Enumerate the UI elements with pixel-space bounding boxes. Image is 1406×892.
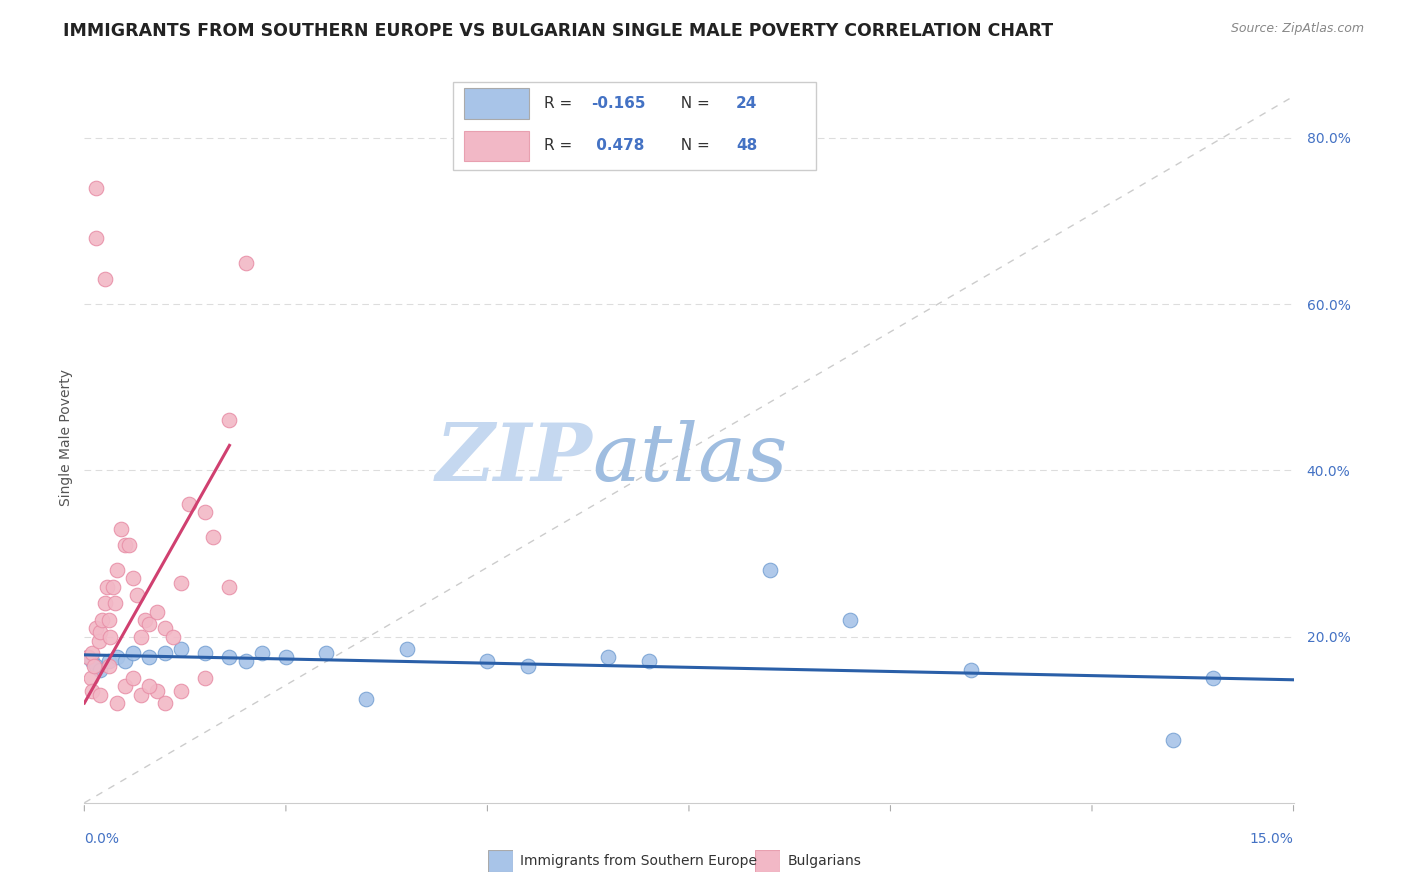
Point <box>89 663 111 677</box>
Point <box>93 272 115 286</box>
Text: Source: ZipAtlas.com: Source: ZipAtlas.com <box>1230 22 1364 36</box>
Point <box>395 642 418 657</box>
Point <box>83 658 105 673</box>
Text: ZIP: ZIP <box>436 420 592 498</box>
Point <box>146 683 169 698</box>
Point <box>138 680 160 694</box>
Point <box>91 613 114 627</box>
Point <box>129 630 152 644</box>
Point <box>97 658 120 673</box>
Point <box>82 683 104 698</box>
Point <box>218 650 240 665</box>
Point <box>97 613 120 627</box>
Point <box>82 646 104 660</box>
Point <box>1202 671 1225 685</box>
Point <box>194 671 217 685</box>
Point <box>202 530 225 544</box>
Point <box>121 571 143 585</box>
Point <box>82 655 104 669</box>
Point <box>194 505 217 519</box>
Point <box>98 630 121 644</box>
Point <box>194 646 217 660</box>
Point <box>170 642 193 657</box>
Point <box>89 688 111 702</box>
Point <box>758 563 780 577</box>
Point <box>105 696 128 710</box>
Point <box>134 613 156 627</box>
Point <box>129 688 152 702</box>
Point <box>356 692 378 706</box>
Point <box>114 538 136 552</box>
Point <box>598 650 620 665</box>
Point <box>105 650 128 665</box>
Point <box>138 617 160 632</box>
Point <box>218 413 240 427</box>
Text: 15.0%: 15.0% <box>1250 832 1294 846</box>
Point <box>153 696 176 710</box>
Point <box>80 671 103 685</box>
Point <box>121 671 143 685</box>
Text: Immigrants from Southern Europe: Immigrants from Southern Europe <box>520 854 758 868</box>
Point <box>1161 733 1184 747</box>
Point <box>86 658 108 673</box>
Text: IMMIGRANTS FROM SOUTHERN EUROPE VS BULGARIAN SINGLE MALE POVERTY CORRELATION CHA: IMMIGRANTS FROM SOUTHERN EUROPE VS BULGA… <box>63 22 1053 40</box>
Point <box>118 538 141 552</box>
Point <box>110 521 132 535</box>
Point <box>235 255 257 269</box>
Point <box>153 646 176 660</box>
FancyBboxPatch shape <box>755 849 780 872</box>
Point <box>101 580 124 594</box>
Point <box>93 596 115 610</box>
Point <box>86 230 108 244</box>
Point <box>114 680 136 694</box>
Point <box>96 580 118 594</box>
Point <box>87 633 110 648</box>
Point <box>125 588 148 602</box>
Point <box>146 605 169 619</box>
Text: 0.0%: 0.0% <box>84 832 120 846</box>
Point <box>105 563 128 577</box>
Point <box>86 180 108 194</box>
Point <box>86 621 108 635</box>
Point <box>170 575 193 590</box>
Point <box>170 683 193 698</box>
Point <box>153 621 176 635</box>
Point <box>97 655 120 669</box>
Point <box>179 497 201 511</box>
Point <box>162 630 184 644</box>
Point <box>516 658 538 673</box>
Y-axis label: Single Male Poverty: Single Male Poverty <box>59 368 73 506</box>
Point <box>477 655 499 669</box>
Point <box>218 580 240 594</box>
Point <box>960 663 983 677</box>
Text: atlas: atlas <box>592 420 787 498</box>
Text: Bulgarians: Bulgarians <box>787 854 862 868</box>
Point <box>315 646 337 660</box>
Point <box>89 625 111 640</box>
Point <box>138 650 160 665</box>
Point <box>250 646 273 660</box>
Point <box>121 646 143 660</box>
Point <box>77 650 100 665</box>
Point <box>104 596 127 610</box>
Point <box>114 655 136 669</box>
Point <box>839 613 862 627</box>
Point <box>637 655 659 669</box>
FancyBboxPatch shape <box>488 849 513 872</box>
Point <box>274 650 297 665</box>
Point <box>77 650 100 665</box>
Point <box>235 655 257 669</box>
